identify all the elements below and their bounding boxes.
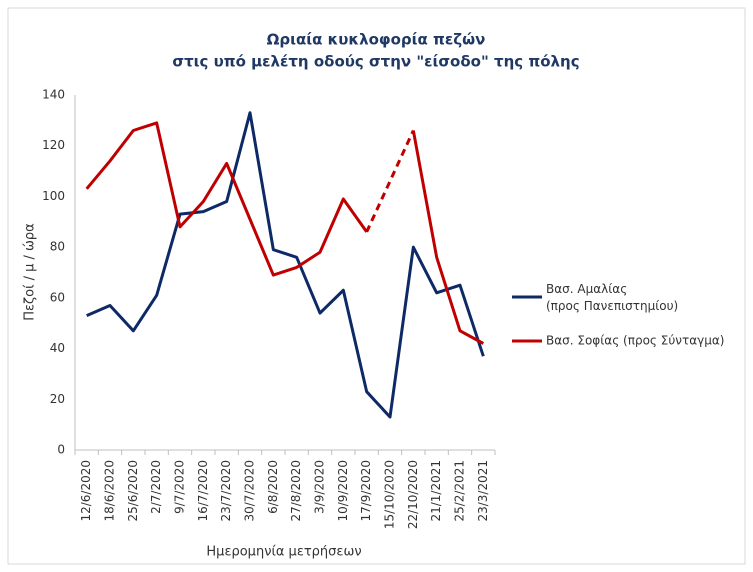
x-tick-label: 25/6/2020: [126, 460, 140, 522]
series-line: [85, 121, 368, 277]
y-tick-label: 140: [42, 88, 65, 102]
x-tick-label: 6/8/2020: [266, 460, 280, 514]
y-axis-label: Πεζοί / μ / ώρα: [23, 223, 38, 321]
x-tick-label: 16/7/2020: [196, 460, 210, 522]
x-tick-label: 9/7/2020: [173, 460, 187, 514]
x-tick-label: 18/6/2020: [103, 460, 117, 522]
x-tick-label: 10/9/2020: [336, 460, 350, 522]
series-line: [411, 130, 485, 345]
y-tick-label: 0: [57, 443, 65, 457]
x-tick-label: 23/3/2021: [476, 460, 490, 522]
x-tick-label: 15/10/2020: [383, 460, 397, 529]
x-tick-label: 30/7/2020: [243, 460, 257, 522]
x-tick-label: 22/10/2020: [406, 460, 420, 529]
chart-title: Ωριαία κυκλοφορία πεζών: [267, 31, 486, 49]
x-tick-label: 12/6/2020: [79, 460, 93, 522]
y-tick-label: 60: [50, 290, 65, 304]
x-tick-label: 25/2/2021: [453, 460, 467, 522]
x-axis-label: Ημερομηνία μετρήσεων: [206, 545, 361, 560]
y-tick-label: 20: [50, 392, 65, 406]
gap-connector: [365, 129, 415, 233]
y-tick-label: 80: [50, 240, 65, 254]
x-tick-label: 3/9/2020: [313, 460, 327, 514]
x-tick-label: 21/1/2021: [429, 460, 443, 522]
x-tick-label: 2/7/2020: [149, 460, 163, 514]
legend-label: Βασ. Σοφίας (προς Σύνταγμα): [546, 334, 724, 348]
x-tick-label: 27/8/2020: [289, 460, 303, 522]
legend-label: Βασ. Αμαλίας (προς Πανεπιστημίου): [546, 282, 678, 313]
y-tick-label: 40: [50, 341, 65, 355]
y-tick-label: 100: [42, 189, 65, 203]
x-tick-label: 17/9/2020: [359, 460, 373, 522]
series-line: [86, 111, 485, 419]
chart-frame: [7, 7, 746, 565]
y-tick-label: 120: [42, 138, 65, 152]
chart-title: στις υπό μελέτη οδούς στην "είσοδο" της …: [172, 53, 579, 71]
x-tick-label: 23/7/2020: [219, 460, 233, 522]
